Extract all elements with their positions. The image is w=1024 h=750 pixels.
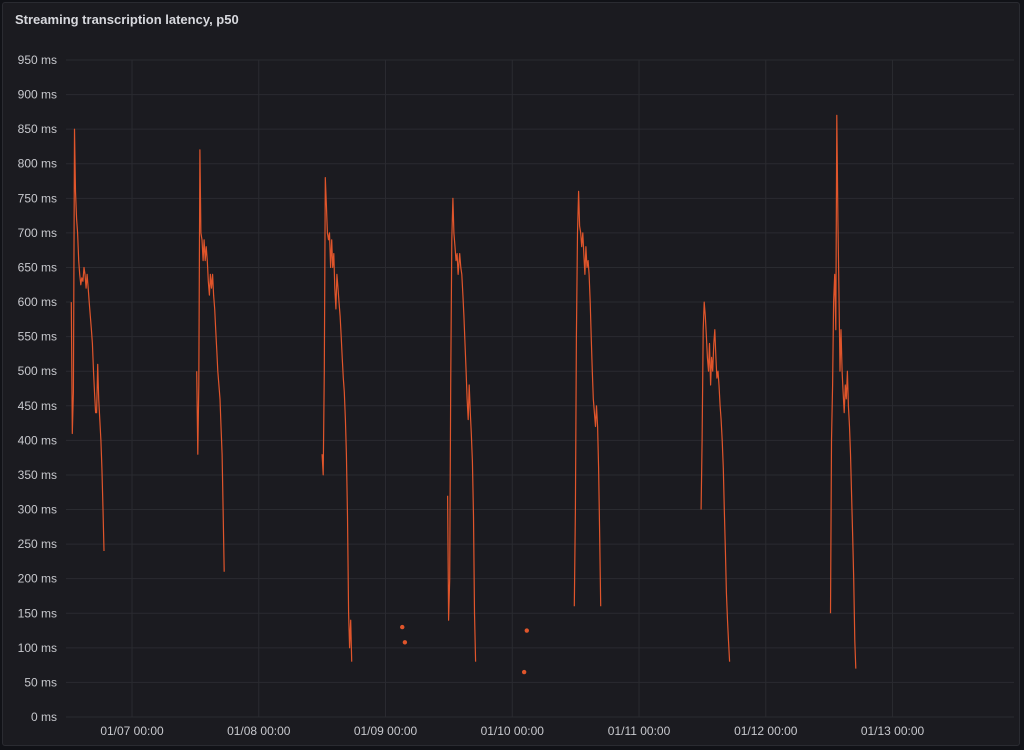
y-tick-label: 700 ms [18,226,57,240]
series-point [402,640,408,645]
series-point [524,628,529,633]
y-tick-label: 50 ms [24,675,57,689]
y-tick-label: 450 ms [18,399,57,413]
y-tick-label: 950 ms [18,53,57,67]
y-tick-label: 650 ms [18,260,57,274]
x-tick-label: 01/09 00:00 [354,724,418,738]
y-tick-label: 600 ms [18,295,57,309]
series-point [400,624,405,630]
series-line-segment [447,197,477,662]
x-tick-label: 01/13 00:00 [861,724,925,738]
y-tick-label: 200 ms [18,572,57,586]
y-tick-label: 100 ms [18,641,57,655]
panel-title: Streaming transcription latency, p50 [15,12,239,27]
x-tick-label: 01/10 00:00 [481,724,545,738]
y-tick-label: 750 ms [18,191,57,205]
series-line-segment [829,114,857,669]
x-tick-label: 01/07 00:00 [100,724,164,738]
y-tick-label: 800 ms [18,157,57,171]
series-line-segment [700,301,731,662]
y-tick-label: 300 ms [18,503,57,517]
x-tick-label: 01/08 00:00 [227,724,291,738]
x-tick-label: 01/11 00:00 [608,724,671,738]
series-line-segment [321,177,353,662]
y-tick-label: 500 ms [18,364,57,378]
y-tick-label: 150 ms [18,606,57,620]
y-tick-label: 400 ms [18,433,57,447]
series-point [521,669,527,675]
y-tick-label: 850 ms [18,122,57,136]
y-tick-label: 250 ms [18,537,57,551]
series-line-segment [573,190,602,607]
series-line-segment [196,149,225,572]
y-tick-label: 550 ms [18,330,57,344]
y-tick-label: 0 ms [31,710,57,724]
y-tick-label: 350 ms [18,468,57,482]
series-line-segment [70,128,105,552]
y-tick-label: 900 ms [18,88,57,102]
x-tick-label: 01/12 00:00 [734,724,798,738]
